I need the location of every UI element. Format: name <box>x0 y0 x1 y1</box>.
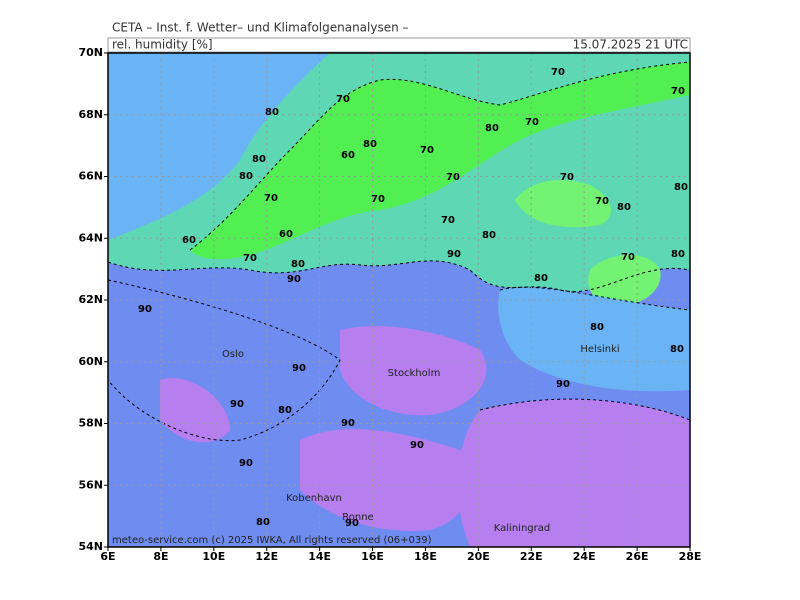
contour-label: 80 <box>617 202 631 213</box>
contour-label: 80 <box>485 123 499 134</box>
x-tick-label: 10E <box>202 550 225 563</box>
contour-label: 80 <box>363 139 377 150</box>
city-label: Helsinki <box>580 344 619 355</box>
contour-label: 90 <box>230 399 244 410</box>
contour-label: 80 <box>239 171 253 182</box>
contour-label: 70 <box>560 172 574 183</box>
contour-label: 60 <box>279 229 293 240</box>
x-tick-label: 20E <box>467 550 490 563</box>
contour-label: 70 <box>371 194 385 205</box>
contour-label: 80 <box>291 259 305 270</box>
contour-label: 80 <box>590 322 604 333</box>
x-tick-label: 24E <box>573 550 596 563</box>
y-tick-label: 62N <box>78 293 103 306</box>
contour-label: 80 <box>534 273 548 284</box>
contour-label: 70 <box>525 117 539 128</box>
x-tick-label: 14E <box>308 550 331 563</box>
contour-label: 70 <box>621 252 635 263</box>
y-tick-label: 66N <box>78 170 103 183</box>
city-label: Oslo <box>222 349 244 360</box>
contour-label: 90 <box>292 363 306 374</box>
y-tick-label: 56N <box>78 478 103 491</box>
x-tick-label: 8E <box>153 550 168 563</box>
contour-label: 90 <box>341 418 355 429</box>
contour-label: 60 <box>182 235 196 246</box>
frame <box>107 52 691 548</box>
x-tick-label: 28E <box>679 550 702 563</box>
valid-time: 15.07.2025 21 UTC <box>573 38 688 52</box>
contour-label: 90 <box>410 440 424 451</box>
contour-label: 80 <box>252 154 266 165</box>
y-tick-label: 54N <box>78 540 103 553</box>
contour-label: 70 <box>336 94 350 105</box>
graticule <box>104 52 691 551</box>
y-tick-label: 58N <box>78 417 103 430</box>
contour-label: 90 <box>447 249 461 260</box>
x-tick-label: 6E <box>100 550 115 563</box>
contour-label: 70 <box>551 67 565 78</box>
footer: meteo-service.com (c) 2025 IWKA, All rig… <box>112 535 432 546</box>
contour-label: 90 <box>345 518 359 529</box>
contour-label: 90 <box>239 458 253 469</box>
contour-label: 90 <box>287 274 301 285</box>
contour-label: 60 <box>341 150 355 161</box>
variable-label: rel. humidity [%] <box>112 38 213 52</box>
city-label: Kaliningrad <box>494 523 550 534</box>
city-label: Kobenhavn <box>286 493 342 504</box>
contour-label: 80 <box>482 230 496 241</box>
x-tick-label: 22E <box>520 550 543 563</box>
contour-label: 70 <box>595 196 609 207</box>
contour-label: 70 <box>243 253 257 264</box>
city-label: Stockholm <box>388 368 441 379</box>
header-title: CETA – Inst. f. Wetter– und Klimafolgena… <box>112 21 409 35</box>
x-tick-label: 18E <box>414 550 437 563</box>
x-tick-label: 16E <box>361 550 384 563</box>
city-label: Ronne <box>342 512 373 523</box>
contour-label: 80 <box>670 344 684 355</box>
contour-label: 70 <box>441 215 455 226</box>
header-box <box>107 37 691 53</box>
contour-label: 80 <box>671 249 685 260</box>
contour-label: 90 <box>556 379 570 390</box>
y-tick-label: 70N <box>78 46 103 59</box>
contour-label: 80 <box>265 107 279 118</box>
y-tick-label: 68N <box>78 108 103 121</box>
contour-label: 80 <box>256 517 270 528</box>
x-tick-label: 12E <box>255 550 278 563</box>
labels: 6E 8E 10E 12E 14E 16E 18E 20E 22E 24E 26E 28E 54N 56N… <box>78 46 701 563</box>
x-tick-label: 26E <box>626 550 649 563</box>
contour-label: 70 <box>671 86 685 97</box>
contour-label: 80 <box>674 182 688 193</box>
contour-label: 70 <box>446 172 460 183</box>
contour-label: 70 <box>420 145 434 156</box>
contour-label: 70 <box>264 193 278 204</box>
y-tick-label: 64N <box>78 231 103 244</box>
contour-label: 80 <box>278 405 292 416</box>
field <box>108 53 690 547</box>
contour-label: 90 <box>138 304 152 315</box>
y-tick-label: 60N <box>78 355 103 368</box>
